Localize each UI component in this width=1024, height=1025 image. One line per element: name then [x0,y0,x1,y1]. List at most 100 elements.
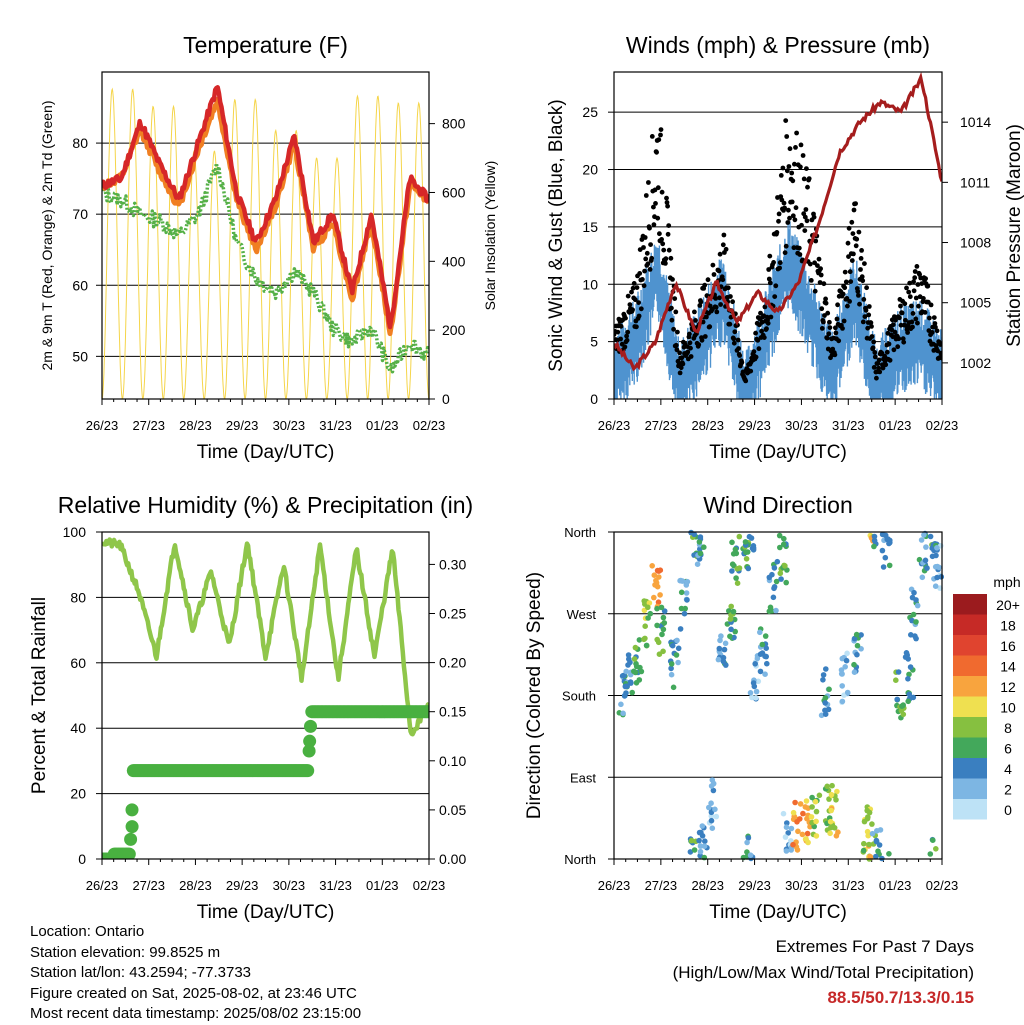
legend-swatch [953,717,987,738]
gust-point [777,260,783,266]
gust-point [664,200,670,205]
series-2m-td [102,161,429,374]
gust-point [636,313,642,319]
chart-title: Wind Direction [703,492,853,518]
gust-point [845,240,851,246]
direction-point [656,651,663,657]
gust-point [730,299,735,305]
gust-point [671,326,676,332]
direction-point [809,804,815,810]
direction-point [783,848,790,854]
gust-point [669,305,674,311]
gust-point [895,344,901,350]
direction-point [913,635,919,642]
direction-point [684,597,690,603]
gust-point [728,294,733,299]
gust-point [756,346,762,352]
y2-tick-label: 1002 [960,355,991,371]
direction-point [827,818,834,825]
gust-point [915,282,921,287]
direction-point [828,807,834,814]
gust-point [673,342,679,348]
direction-point [668,661,675,667]
direction-point [633,680,640,686]
direction-point [879,531,886,538]
gust-point [748,368,754,374]
direction-point [844,650,850,657]
x-tick-label: 28/23 [691,878,724,893]
direction-point [728,603,734,610]
direction-point [898,707,905,714]
gust-point [777,265,782,271]
legend-swatch [953,635,987,656]
gust-point [714,309,720,315]
gust-point [634,285,640,290]
gust-point [808,278,814,283]
extremes-values: 88.5/50.7/13.3/0.15 [827,988,974,1007]
gust-point [736,346,741,351]
gust-point [931,315,937,320]
gust-point [637,271,643,276]
gust-point [907,294,913,300]
direction-point [728,626,734,633]
gust-point [643,193,649,198]
direction-point [828,824,834,831]
y2-tick-label: 0.05 [439,802,466,818]
direction-point [800,810,806,817]
gust-point [753,354,759,360]
gust-point [647,225,652,231]
gust-point [737,353,743,358]
direction-point [919,574,926,581]
legend-label: 6 [1004,741,1012,757]
series-solar-insolation [102,87,429,399]
direction-point [851,635,858,642]
gust-point [854,236,860,242]
gust-point [807,261,813,267]
gust-point [669,317,675,323]
y-tick-label: 20 [582,162,598,178]
direction-point [803,836,809,842]
rainfall-point [303,734,317,748]
direction-point [706,804,712,811]
y2-tick-label: 200 [442,322,466,338]
direction-point [886,562,893,569]
extremes-title: Extremes For Past 7 Days [775,937,974,956]
direction-point [627,679,634,685]
legend-label: 16 [1000,638,1016,654]
gust-point [874,375,879,381]
gust-point [673,309,679,315]
gust-point [872,354,878,360]
gust-point [705,277,711,283]
direction-point [895,669,902,675]
chart-panel-1: Temperature (F) Time (Day/UTC) 2m & 9m T (… [39,32,498,463]
gust-point [677,370,683,376]
direction-point [907,664,914,670]
y-tick-label: 50 [72,348,88,364]
gust-point [886,341,892,347]
gust-point [766,267,772,272]
gust-point [687,331,692,337]
rainfall-point [125,820,139,834]
direction-point [678,577,684,584]
gust-point [913,295,919,301]
direction-point [742,539,749,545]
gust-point [767,280,773,286]
gust-point [847,299,852,304]
gust-point [842,269,848,275]
direction-point [905,698,911,705]
direction-point [709,825,716,831]
direction-point [788,825,795,832]
gust-point [835,302,840,308]
gust-point [869,324,874,329]
direction-point [661,620,668,626]
gust-point [923,276,928,281]
direction-point [675,659,681,666]
direction-point [646,600,653,606]
figure-created: Figure created on Sat, 2025-08-02, at 23… [30,984,357,1002]
legend-swatch [953,594,987,615]
direction-point [766,608,773,615]
gust-point [654,149,659,155]
station-location: Location: Ontario [30,923,145,940]
direction-point [911,589,917,596]
direction-point [712,806,718,813]
